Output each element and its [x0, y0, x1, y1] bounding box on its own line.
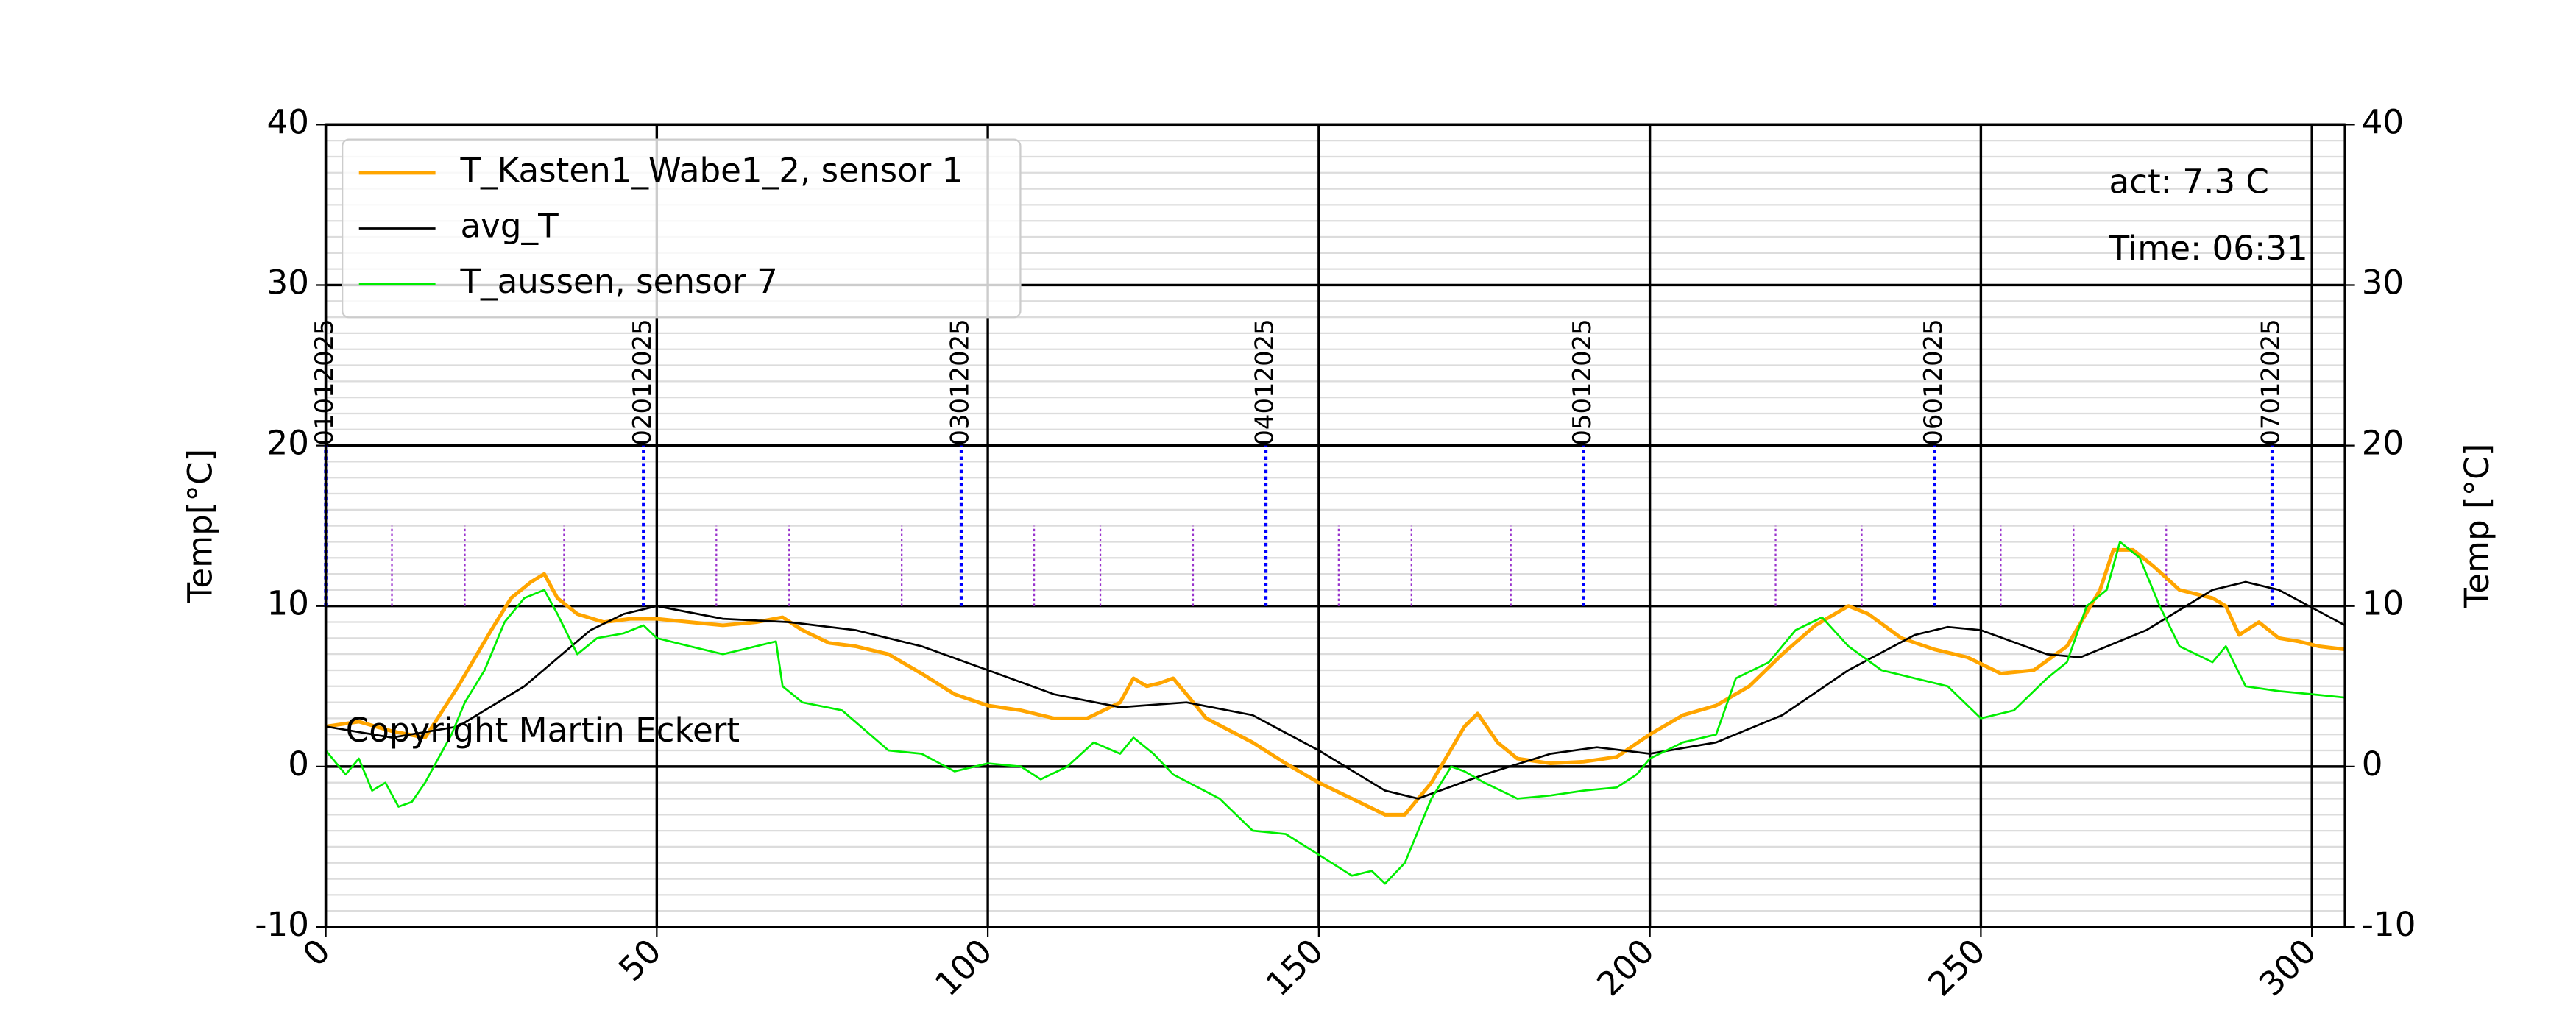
series-line — [325, 580, 2346, 800]
y-axis-label: Temp[°C] — [180, 449, 219, 604]
y2-tick-label: 30 — [2362, 263, 2404, 302]
y2-tick-label: -10 — [2362, 905, 2416, 944]
y-tick-label: 20 — [267, 424, 309, 463]
legend-box — [342, 138, 1022, 319]
y2-tick-label: 0 — [2362, 745, 2383, 784]
y-tick-label: 30 — [267, 263, 309, 302]
y2-axis-label: Temp [°C] — [2458, 444, 2497, 609]
annotation: act: 7.3 C — [2109, 163, 2268, 202]
annotation: Copyright Martin Eckert — [346, 711, 740, 750]
y2-tick-label: 20 — [2362, 424, 2404, 463]
y-tick-label: 10 — [267, 584, 309, 623]
y2-tick-label: 40 — [2362, 102, 2404, 141]
legend-label: T_aussen, sensor 7 — [459, 262, 777, 301]
annotation: Time: 06:31 — [2108, 229, 2307, 268]
y-tick-label: 40 — [267, 102, 309, 141]
legend-label: T_Kasten1_Wabe1_2, sensor 1 — [459, 151, 963, 190]
day-label: 07012025 — [2257, 319, 2285, 445]
day-label: 02012025 — [628, 319, 657, 445]
day-label: 04012025 — [1250, 319, 1278, 445]
day-label: 01012025 — [310, 319, 339, 445]
day-label: 03012025 — [946, 319, 974, 445]
day-label: 06012025 — [1919, 319, 1947, 445]
legend-label: avg_T — [460, 206, 559, 245]
y2-tick-label: 10 — [2362, 584, 2404, 623]
series-line — [325, 541, 2346, 885]
plot-frame — [324, 123, 2346, 928]
y-tick-label: 0 — [288, 745, 309, 784]
day-label: 05012025 — [1568, 319, 1596, 445]
y-tick-label: -10 — [255, 905, 309, 944]
